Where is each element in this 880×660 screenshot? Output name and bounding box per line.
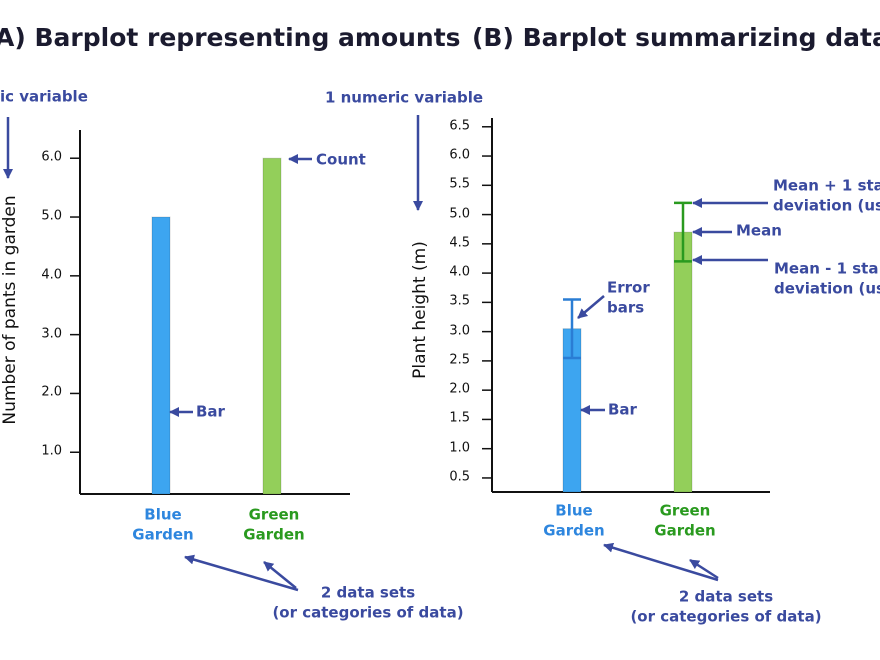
- panel-title: A) Barplot representing amounts: [0, 22, 461, 52]
- y-tick-label: 1.5: [449, 410, 470, 426]
- y-tick-label: 4.0: [41, 267, 62, 283]
- error-bar: [674, 201, 692, 263]
- annotation-arrow: [577, 295, 605, 319]
- annotation-arrow: [689, 558, 719, 580]
- annotation: ic variable: [0, 87, 88, 106]
- y-tick-label: 4.0: [449, 264, 470, 280]
- y-tick-label: 4.5: [449, 235, 470, 251]
- annotation-arrow: [603, 542, 719, 582]
- y-axis-label: Plant height (m): [409, 241, 430, 379]
- annotation: 2 data sets (or categories of data): [630, 587, 822, 626]
- annotation: 2 data sets (or categories of data): [272, 583, 464, 622]
- y-tick-label: 3.0: [41, 326, 62, 342]
- bar: [262, 157, 282, 495]
- annotation: Mean + 1 sta deviation (us: [773, 176, 880, 215]
- annotation-arrow: [263, 561, 297, 589]
- category-label: Blue Garden: [543, 501, 605, 540]
- bar: [151, 216, 171, 495]
- y-tick-label: 3.5: [449, 293, 470, 309]
- y-tick-label: 5.0: [41, 208, 62, 224]
- y-tick-label: 1.0: [41, 443, 62, 459]
- category-label: Green Garden: [243, 505, 305, 544]
- annotation: Mean: [736, 221, 782, 240]
- y-tick-label: 1.0: [449, 440, 470, 456]
- annotation: Mean - 1 sta deviation (us: [774, 259, 880, 298]
- y-tick-label: 2.0: [449, 381, 470, 397]
- y-tick-label: 6.0: [449, 147, 470, 163]
- annotation: Bar: [608, 400, 637, 419]
- y-tick-label: 3.0: [449, 323, 470, 339]
- annotation-arrow: [184, 554, 299, 592]
- annotation: Count: [316, 150, 366, 169]
- category-label: Green Garden: [654, 501, 716, 540]
- y-tick-label: 2.5: [449, 352, 470, 368]
- error-bar: [563, 298, 581, 360]
- category-label: Blue Garden: [132, 505, 194, 544]
- y-tick-label: 6.0: [41, 149, 62, 165]
- y-tick-label: 0.5: [449, 469, 470, 485]
- annotation: 1 numeric variable: [324, 88, 484, 107]
- annotation: Error bars: [607, 278, 650, 317]
- bar: [673, 231, 693, 493]
- y-axis-label: Number of pants in garden: [0, 195, 20, 425]
- y-tick-label: 2.0: [41, 384, 62, 400]
- y-tick-label: 5.5: [449, 176, 470, 192]
- y-tick-label: 6.5: [449, 118, 470, 134]
- panel-title: (B) Barplot summarizing data se: [472, 22, 880, 52]
- annotation: Bar: [196, 402, 225, 421]
- y-tick-label: 5.0: [449, 206, 470, 222]
